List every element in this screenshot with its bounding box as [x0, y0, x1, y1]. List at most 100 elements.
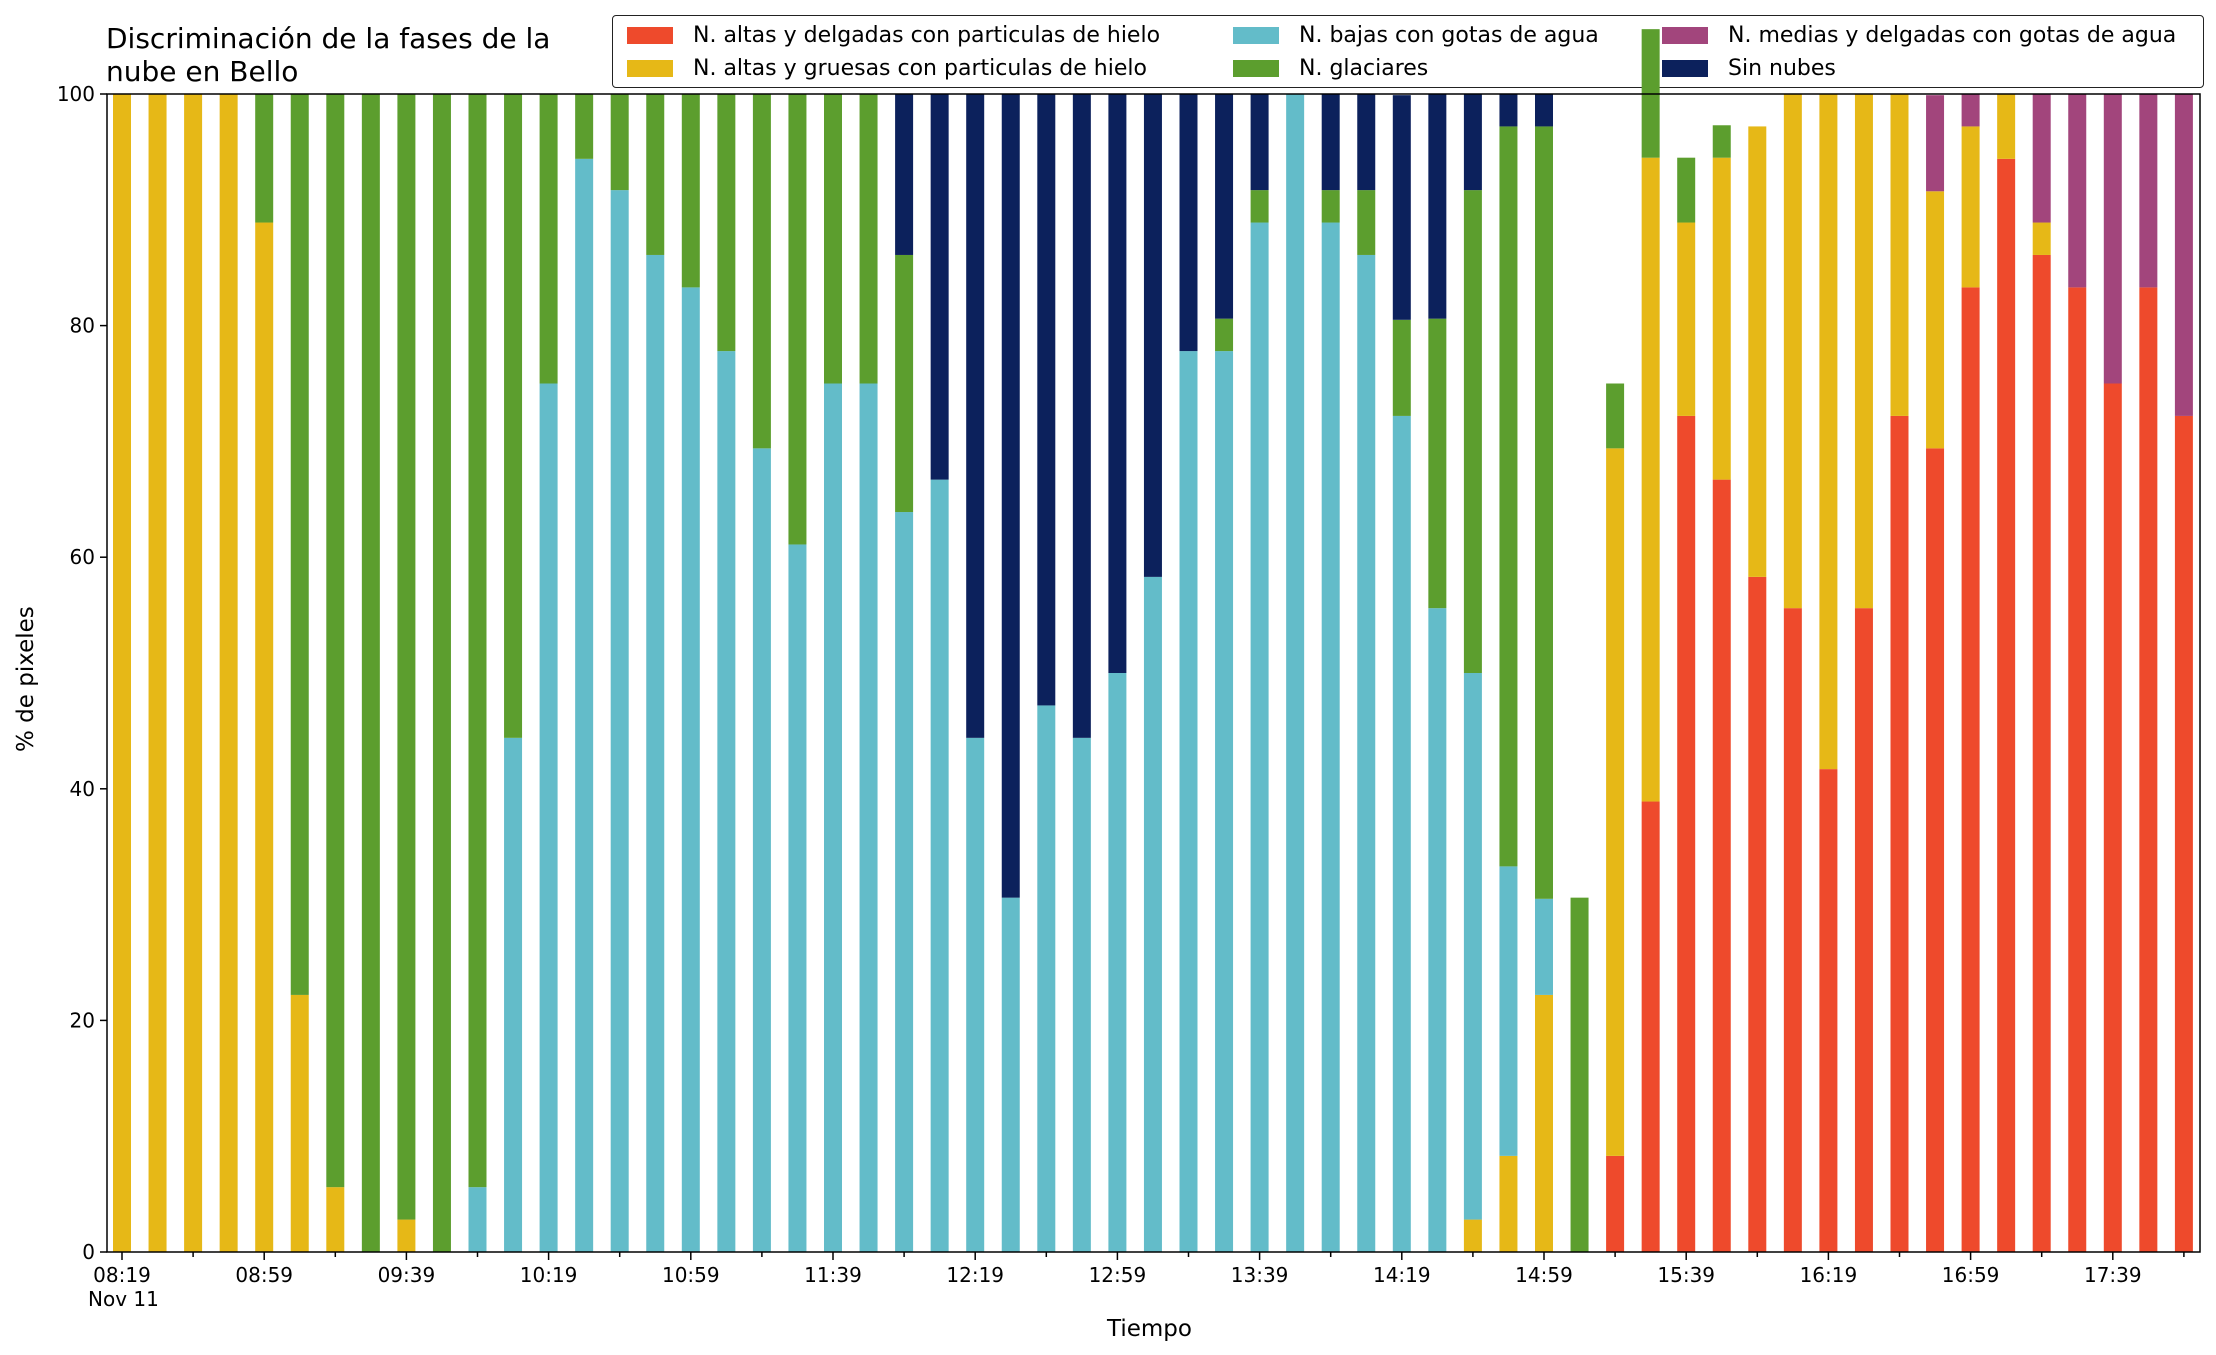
x-tick-label: 10:59	[662, 1263, 720, 1287]
bar-segment	[1854, 94, 1873, 609]
bar-segment	[1926, 191, 1945, 449]
bar-segment	[1499, 94, 1518, 127]
bar-segment	[575, 94, 594, 159]
bar-segment	[432, 94, 451, 1252]
bar-segment	[1108, 94, 1127, 673]
bar-segment	[1712, 125, 1731, 158]
bar-segment	[1250, 190, 1269, 223]
bar-segment	[610, 94, 629, 191]
bar-segment	[1712, 157, 1731, 480]
bar-segment	[539, 94, 558, 384]
bar-segment	[2103, 383, 2122, 1252]
bar-segment	[1428, 608, 1447, 1252]
bar-segment	[681, 94, 700, 288]
legend-swatch-1	[627, 26, 673, 44]
bar-segment	[2174, 94, 2193, 416]
legend-swatch-4	[1233, 59, 1279, 77]
bar-segment	[219, 94, 238, 1252]
x-tick-label: 12:19	[946, 1263, 1004, 1287]
bar-segment	[1854, 608, 1873, 1252]
bar-segment	[1570, 897, 1589, 1252]
bar-segment	[859, 383, 878, 1252]
bar-segment	[1001, 897, 1020, 1252]
bar-segment	[1108, 673, 1127, 1252]
legend-swatch-6	[1662, 59, 1708, 77]
bar-segment	[824, 383, 842, 1252]
legend-item-3: N. bajas con gotas de agua	[1233, 20, 1599, 50]
bar-segment	[1677, 157, 1696, 223]
bar-segment	[2174, 415, 2193, 1252]
bar-segment	[1463, 673, 1482, 1220]
legend-label-2: N. altas y gruesas con particulas de hie…	[693, 55, 1147, 81]
bar-segment	[1819, 769, 1838, 1252]
bar-segment	[290, 994, 309, 1252]
legend-swatch-5	[1662, 26, 1708, 44]
bar-segment	[1286, 94, 1305, 1252]
bar-segment	[1783, 94, 1802, 609]
bar-segment	[1392, 95, 1411, 320]
bar-segment	[1072, 94, 1091, 738]
bar-segment	[1357, 94, 1376, 191]
x-tick-label: 13:39	[1231, 1263, 1289, 1287]
x-axis: 08:19 Nov 11 08:59 09:39 10:19 10:59 11:39 12:1…	[88, 1252, 2185, 1311]
bar-segment	[326, 94, 345, 1188]
bar-segment	[2103, 94, 2122, 384]
bar-segment	[326, 1187, 345, 1252]
bar-segment	[1890, 94, 1909, 416]
legend-label-3: N. bajas con gotas de agua	[1299, 22, 1599, 48]
bar-segment	[1783, 608, 1802, 1252]
bar-segment	[290, 94, 309, 995]
bar-segment	[1499, 126, 1518, 867]
bar-segment	[1641, 157, 1660, 802]
x-tick-label: 08:59	[235, 1263, 293, 1287]
legend-label-1: N. altas y delgadas con particulas de hi…	[693, 22, 1161, 48]
bar-segment	[1997, 158, 2016, 1252]
bar-segment	[184, 94, 203, 1252]
bar-segment	[539, 383, 558, 1252]
bar-segment	[1037, 705, 1056, 1252]
bar-segment	[930, 479, 949, 1252]
x-tick-label: 17:39	[2084, 1263, 2142, 1287]
legend-swatch-2	[627, 59, 673, 77]
bar-segment	[397, 94, 416, 1220]
bar-segment	[468, 94, 487, 1188]
bar-segment	[1463, 1219, 1482, 1252]
bar-segment	[468, 1187, 487, 1252]
bar-segment	[859, 94, 878, 384]
bar-segment	[1392, 415, 1411, 1252]
bar-segment	[1463, 94, 1482, 191]
bar-segment	[1001, 94, 1020, 898]
bar-segment	[361, 94, 380, 1252]
bar-segment	[1499, 866, 1518, 1156]
bar-segment	[1890, 415, 1909, 1252]
bar-segment	[1321, 94, 1340, 191]
x-tick-label: 08:19 Nov 11	[88, 1263, 159, 1311]
bar-segment	[610, 190, 629, 1252]
bar-segment	[1535, 126, 1553, 899]
bar-segment	[788, 94, 807, 545]
bar-segment	[788, 544, 807, 1252]
x-tick-label: 16:59	[1942, 1263, 2000, 1287]
bar-segment	[1321, 190, 1340, 223]
bar-segment	[1712, 479, 1731, 1252]
bar-segment	[1535, 994, 1553, 1252]
bar-segment	[1143, 576, 1162, 1252]
bar-segment	[895, 512, 914, 1252]
legend-item-4: N. glaciares	[1233, 53, 1428, 83]
bar-segment	[1535, 898, 1553, 995]
legend-label-5: N. medias y delgadas con gotas de agua	[1728, 22, 2177, 48]
legend-label-6: Sin nubes	[1728, 55, 1836, 81]
bar-segment	[1179, 94, 1198, 352]
bar-segment	[1961, 126, 1980, 288]
bar-segment	[575, 158, 594, 1252]
bar-segment	[895, 254, 914, 513]
bar-segment	[1215, 318, 1234, 352]
y-tick-label: 40	[70, 777, 95, 801]
bar-segment	[824, 94, 842, 384]
bar-segment	[1748, 576, 1767, 1252]
y-tick-label: 60	[70, 545, 95, 569]
x-tick-label: 14:59	[1515, 1263, 1573, 1287]
bar-segment	[1215, 94, 1234, 319]
legend-item-2: N. altas y gruesas con particulas de hie…	[627, 53, 1147, 83]
